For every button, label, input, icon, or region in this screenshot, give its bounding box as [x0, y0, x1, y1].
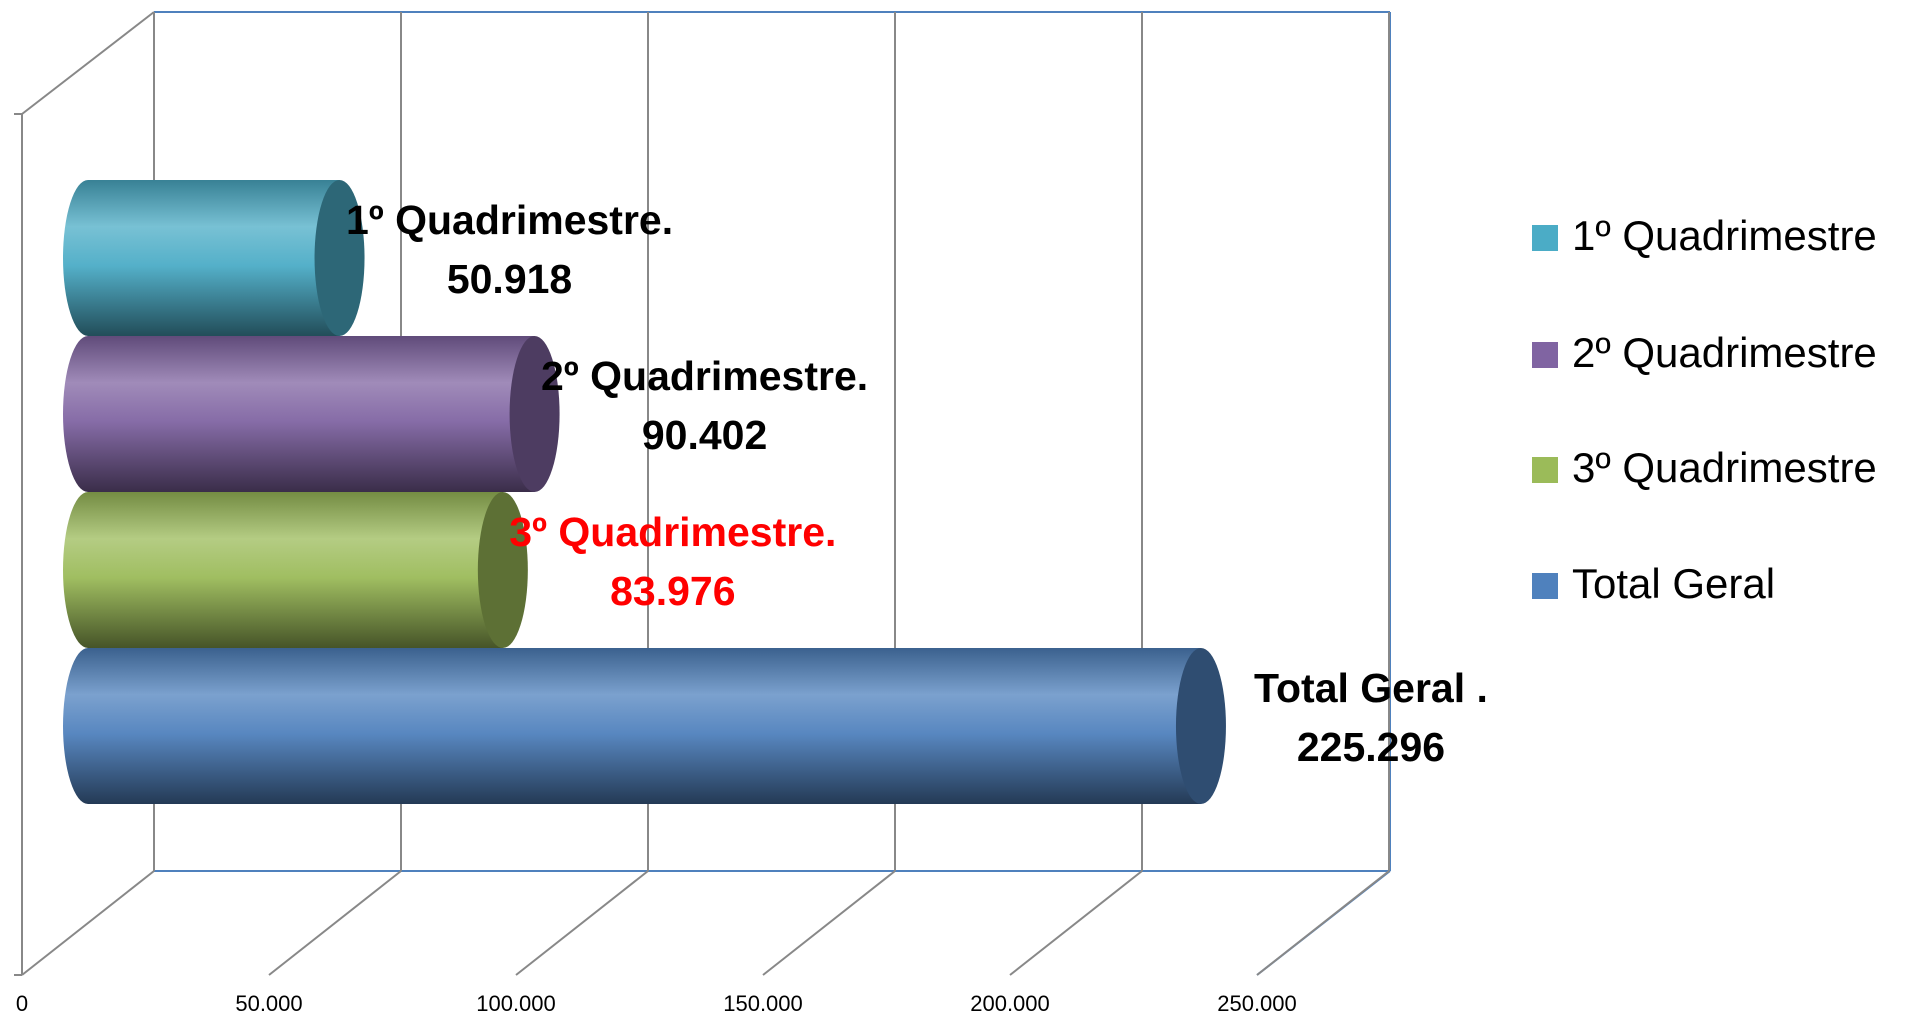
x-tick-label: 150.000 [723, 991, 803, 1015]
legend-swatch [1532, 342, 1558, 368]
bar [63, 648, 1201, 804]
bar-cap [509, 336, 560, 492]
legend-label: Total Geral [1572, 560, 1775, 607]
data-label: 1º Quadrimestre. [346, 197, 673, 243]
bar [63, 492, 503, 648]
left-wall-edge [21, 11, 155, 115]
bar-cap [1175, 648, 1226, 804]
data-label: 50.918 [447, 256, 572, 302]
x-tick-label: 200.000 [970, 991, 1050, 1015]
x-tick-label: 100.000 [476, 991, 556, 1015]
data-label: 83.976 [610, 568, 735, 614]
floor-grid-line [515, 870, 649, 976]
bar-cap [314, 180, 365, 336]
data-label: 225.296 [1297, 724, 1445, 770]
data-label: Total Geral . [1254, 665, 1488, 711]
floor-grid-line [1256, 870, 1390, 976]
data-label: 2º Quadrimestre. [541, 353, 868, 399]
legend-swatch [1532, 457, 1558, 483]
floor-grid-line [1009, 870, 1143, 976]
legend-swatch [1532, 225, 1558, 251]
x-tick-label: 0 [16, 991, 28, 1015]
legend-label: 3º Quadrimestre [1572, 444, 1877, 491]
bar [63, 336, 535, 492]
floor-grid-line [268, 870, 402, 976]
x-tick-label: 250.000 [1217, 991, 1297, 1015]
bar [63, 180, 340, 336]
legend-label: 2º Quadrimestre [1572, 329, 1877, 376]
legend-swatch [1532, 573, 1558, 599]
data-label: 3º Quadrimestre. [509, 509, 836, 555]
legend-label: 1º Quadrimestre [1572, 212, 1877, 259]
x-tick-label: 50.000 [235, 991, 302, 1015]
floor-grid-line [762, 870, 896, 976]
floor-grid-line [21, 870, 155, 976]
bar-cap [477, 492, 528, 648]
data-label: 90.402 [642, 412, 767, 458]
